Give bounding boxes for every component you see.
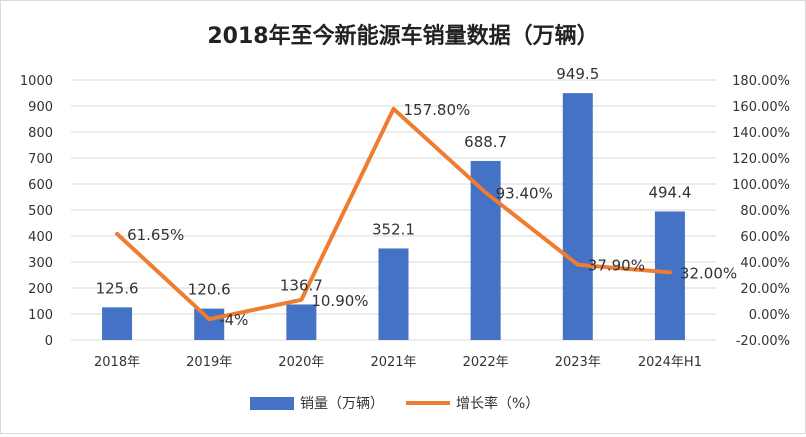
bar-value-label: 125.6 [96, 279, 139, 297]
bar [286, 304, 317, 340]
growth-rate-line [115, 106, 672, 322]
bar-value-label: 688.7 [464, 133, 507, 151]
x-axis: 2018年 2019年 2020年 2021年 2022年 2023年 2024年H1 [94, 355, 702, 370]
y-right-tick-label: 20.00% [740, 282, 790, 297]
bar-data-labels: 125.6 120.6 136.7 352.1 688.7 949.5 494.4 [96, 65, 692, 299]
legend[interactable]: 销量（万辆） 增长率（%） [250, 395, 539, 412]
y-left-tick-label: 300 [28, 256, 53, 271]
legend-label-sales: 销量（万辆） [300, 396, 384, 412]
y-left-tick-label: 900 [28, 100, 53, 115]
line-value-label: 32.00% [680, 264, 737, 282]
y-right-tick-label: 60.00% [740, 230, 790, 245]
y-left-tick-label: 200 [28, 282, 53, 297]
y-right-tick-label: 100.00% [732, 178, 790, 193]
legend-label-growth: 增长率（%） [456, 395, 539, 412]
y-right-tick-label: 120.00% [732, 152, 790, 167]
gridlines [71, 79, 716, 341]
bar-value-label: 352.1 [372, 220, 415, 238]
y-axis-right: -20.00% 0.00% 20.00% 40.00% 60.00% 80.00% 100.… [732, 74, 790, 349]
chart-title: 2018年至今新能源车销量数据（万辆） [207, 23, 598, 49]
line-value-label: 157.80% [404, 101, 471, 119]
bar [562, 93, 593, 340]
y-left-tick-label: 700 [28, 152, 53, 167]
y-right-tick-label: 160.00% [732, 100, 790, 115]
bar-value-label: 949.5 [556, 65, 599, 83]
y-right-tick-label: 80.00% [740, 204, 790, 219]
y-axis-left: 0 100 200 300 400 500 600 700 800 900 1000 [20, 74, 53, 349]
y-right-tick-label: -20.00% [736, 334, 790, 349]
bar-series [102, 93, 685, 340]
y-left-tick-label: 600 [28, 178, 53, 193]
x-tick-label: 2022年 [463, 355, 509, 370]
y-left-tick-label: 400 [28, 230, 53, 245]
legend-item-sales: 销量（万辆） [250, 396, 384, 412]
line-value-label: 93.40% [496, 185, 553, 203]
line-data-labels: 61.65% -4% 10.90% 157.80% 93.40% 37.90% 32.00% [127, 101, 737, 329]
line-value-label: 61.65% [127, 226, 184, 244]
x-tick-label: 2018年 [94, 355, 140, 370]
bar [378, 248, 409, 340]
x-tick-label: 2023年 [555, 355, 601, 370]
bar-value-label: 494.4 [648, 183, 691, 201]
bar [194, 308, 225, 340]
legend-swatch-bar [250, 397, 294, 410]
y-right-tick-label: 0.00% [749, 308, 790, 323]
x-tick-label: 2019年 [186, 355, 232, 370]
y-right-tick-label: 40.00% [740, 256, 790, 271]
y-left-tick-label: 1000 [20, 74, 53, 89]
x-tick-label: 2024年H1 [638, 355, 702, 370]
y-left-tick-label: 100 [28, 308, 53, 323]
line-value-label: 10.90% [311, 292, 368, 310]
bar [654, 211, 685, 340]
line-value-label: -4% [219, 311, 248, 329]
y-left-tick-label: 500 [28, 204, 53, 219]
line-series [115, 106, 672, 322]
legend-item-growth: 增长率（%） [406, 395, 539, 412]
bar [102, 307, 133, 340]
line-value-label: 37.90% [588, 257, 645, 275]
y-right-tick-label: 140.00% [732, 126, 790, 141]
y-right-tick-label: 180.00% [732, 74, 790, 89]
x-tick-label: 2021年 [370, 355, 416, 370]
y-left-tick-label: 0 [45, 334, 53, 349]
bar-value-label: 120.6 [188, 281, 231, 299]
y-left-tick-label: 800 [28, 126, 53, 141]
x-tick-label: 2020年 [278, 355, 324, 370]
bar-value-label: 136.7 [280, 276, 323, 294]
